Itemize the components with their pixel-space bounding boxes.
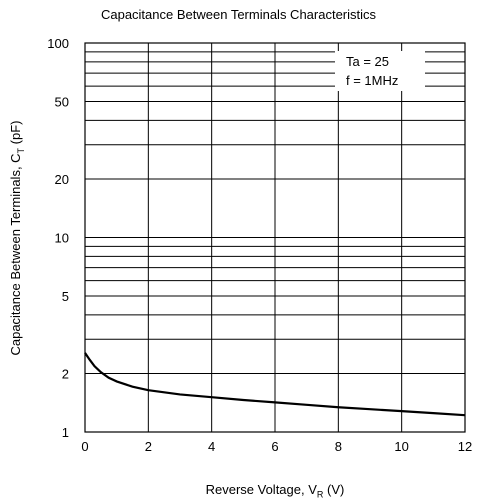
chart-title: Capacitance Between Terminals Characteri… <box>100 7 377 22</box>
x-tick-label: 2 <box>145 439 152 454</box>
x-tick-label: 0 <box>81 439 88 454</box>
x-tick-labels: 0 2 4 6 8 10 12 <box>81 439 472 454</box>
x-axis-label: Reverse Voltage, VR (V) <box>205 482 345 500</box>
series-line <box>84 352 466 417</box>
x-tick-label: 4 <box>208 439 215 454</box>
y-tick-label: 2 <box>62 366 69 381</box>
note-line: Ta = 25 <box>346 54 389 69</box>
y-tick-label: 10 <box>55 231 69 246</box>
x-tick-label: 12 <box>458 439 472 454</box>
plot-frame <box>84 42 466 433</box>
y-tick-label: 50 <box>55 95 69 110</box>
x-tick-label: 8 <box>335 439 342 454</box>
y-tick-label: 1 <box>62 425 69 440</box>
y-tick-labels: 1 2 5 10 20 50 100 <box>47 36 69 440</box>
x-tick-label: 10 <box>394 439 408 454</box>
y-tick-label: 5 <box>62 289 69 304</box>
note-line: f = 1MHz <box>346 73 398 88</box>
note-box <box>335 51 425 91</box>
y-tick-label: 100 <box>47 36 69 51</box>
condition-note: Ta = 25 f = 1MHz <box>335 51 425 91</box>
y-tick-label: 20 <box>55 172 69 187</box>
x-tick-label: 6 <box>271 439 278 454</box>
grid <box>84 43 466 433</box>
